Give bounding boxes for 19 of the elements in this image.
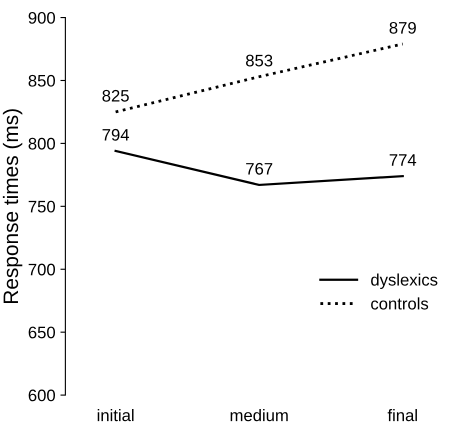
y-tick-label: 700 <box>28 264 56 276</box>
data-label: 767 <box>246 162 272 175</box>
data-label: 774 <box>390 154 416 166</box>
y-tick-label: 800 <box>28 138 56 150</box>
x-tick-label: medium <box>230 408 288 422</box>
data-label: 853 <box>246 54 272 66</box>
legend-label: controls <box>371 297 428 310</box>
y-tick-label: 850 <box>28 74 56 87</box>
legend-label: dyslexics <box>371 273 438 289</box>
x-tick-label: initial <box>98 408 134 422</box>
y-tick-label: 650 <box>28 326 56 338</box>
y-axis-title: Response times (ms) <box>2 109 22 304</box>
y-tick-label: 600 <box>28 390 56 402</box>
y-tick-label: 900 <box>28 12 56 24</box>
data-label: 794 <box>102 128 130 141</box>
data-label: 879 <box>390 22 416 34</box>
x-tick-label: final <box>388 408 417 422</box>
data-label: 825 <box>102 90 129 102</box>
y-tick-label: 750 <box>28 200 56 213</box>
